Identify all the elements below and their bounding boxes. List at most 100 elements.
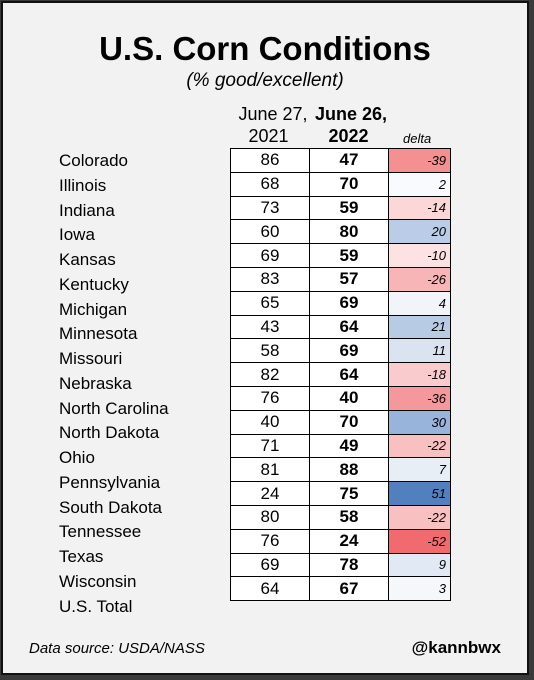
- value-2021: 69: [230, 243, 310, 268]
- value-delta: -52: [388, 528, 451, 554]
- value-2021: 76: [230, 528, 310, 554]
- value-delta: 30: [388, 409, 451, 435]
- value-2022: 88: [309, 457, 389, 483]
- value-2022: 59: [309, 195, 389, 221]
- table-row: 43 64 21: [230, 314, 451, 340]
- value-delta: 9: [388, 552, 451, 578]
- value-2021: 65: [230, 290, 310, 316]
- state-label: Ohio: [59, 448, 95, 467]
- data-table: 86 47 -39 68 70 2 73 59 -14 60 80 20 69 59 -10 83 57 -26 6…: [230, 148, 451, 602]
- header-prev-date: June 27,: [238, 104, 308, 124]
- value-2022: 80: [309, 219, 389, 245]
- data-source: Data source: USDA/NASS: [29, 640, 205, 657]
- state-label: U.S. Total: [59, 596, 133, 616]
- state-label: Illinois: [59, 175, 107, 195]
- table-row: 68 70 2: [230, 171, 451, 197]
- state-label: Nebraska: [59, 373, 132, 393]
- value-delta: 20: [388, 219, 451, 245]
- value-delta: -39: [388, 148, 451, 173]
- table-row: 71 49 -22: [230, 433, 451, 459]
- table-row: 65 69 4: [230, 290, 451, 316]
- value-delta: -18: [388, 362, 451, 387]
- table-row: 64 67 3: [230, 576, 451, 602]
- value-2022: 24: [309, 528, 389, 554]
- value-delta: 21: [388, 314, 451, 340]
- table-row: 86 47 -39: [230, 148, 451, 173]
- state-label: Kentucky: [59, 274, 129, 294]
- value-2022: 64: [309, 362, 389, 387]
- chart-title: U.S. Corn Conditions: [99, 30, 431, 67]
- value-2022: 70: [309, 171, 389, 197]
- value-delta: -10: [388, 243, 451, 268]
- table-row: 82 64 -18: [230, 362, 451, 387]
- state-label: Pennsylvania: [59, 472, 161, 492]
- state-label: North Carolina: [59, 398, 169, 418]
- table-row: 69 78 9: [230, 552, 451, 578]
- value-delta: 2: [388, 171, 451, 197]
- table-row: 80 58 -22: [230, 504, 451, 530]
- table-row: 76 24 -52: [230, 528, 451, 554]
- state-label: South Dakota: [59, 497, 163, 517]
- author-handle: @kannbwx: [411, 638, 501, 657]
- value-2021: 76: [230, 385, 310, 411]
- table-row: 73 59 -14: [230, 195, 451, 221]
- value-delta: -36: [388, 385, 451, 411]
- state-label: Indiana: [59, 200, 115, 220]
- value-delta: 4: [388, 290, 451, 316]
- value-delta: 51: [388, 481, 451, 506]
- value-delta: -14: [388, 195, 451, 221]
- table-row: 69 59 -10: [230, 243, 451, 268]
- table-row: 83 57 -26: [230, 266, 451, 292]
- value-2021: 71: [230, 433, 310, 459]
- table-row: 40 70 30: [230, 409, 451, 435]
- value-2021: 40: [230, 409, 310, 435]
- value-delta: -22: [388, 433, 451, 459]
- state-label: Iowa: [59, 225, 95, 245]
- value-2021: 86: [230, 148, 310, 173]
- chart-subtitle: (% good/excellent): [186, 70, 344, 91]
- header-curr-year: 2022: [328, 126, 369, 146]
- value-2022: 78: [309, 552, 389, 578]
- value-2021: 82: [230, 362, 310, 387]
- value-2021: 80: [230, 504, 310, 530]
- table-row: 81 88 7: [230, 457, 451, 483]
- state-label: Kansas: [59, 250, 116, 269]
- value-2021: 81: [230, 457, 310, 483]
- value-2021: 73: [230, 195, 310, 221]
- state-label: Tennessee: [59, 522, 142, 542]
- value-delta: -22: [388, 504, 451, 530]
- value-delta: 3: [388, 576, 451, 602]
- value-2022: 64: [309, 314, 389, 340]
- value-2021: 68: [230, 171, 310, 197]
- state-label: Texas: [59, 547, 104, 566]
- value-2022: 67: [309, 576, 389, 602]
- value-2022: 70: [309, 409, 389, 435]
- state-label: Wisconsin: [59, 571, 137, 591]
- value-2022: 69: [309, 290, 389, 316]
- value-2022: 75: [309, 481, 389, 506]
- value-2021: 43: [230, 314, 310, 340]
- header-delta: delta: [403, 131, 432, 146]
- header-curr-date: June 26,: [314, 104, 388, 124]
- value-delta: -26: [388, 266, 451, 292]
- table-row: 24 75 51: [230, 481, 451, 506]
- value-2022: 40: [309, 385, 389, 411]
- value-delta: 11: [388, 338, 451, 364]
- value-2022: 59: [309, 243, 389, 268]
- state-label: Colorado: [59, 151, 128, 170]
- value-2021: 58: [230, 338, 310, 364]
- value-2021: 69: [230, 552, 310, 578]
- value-2022: 69: [309, 338, 389, 364]
- value-2021: 24: [230, 481, 310, 506]
- state-label: North Dakota: [59, 423, 160, 443]
- value-2021: 64: [230, 576, 310, 602]
- state-labels: Colorado Illinois Indiana Iowa Kansas Kentuck…: [59, 148, 169, 618]
- state-label: Minnesota: [59, 324, 138, 344]
- value-2021: 83: [230, 266, 310, 292]
- table-row: 76 40 -36: [230, 385, 451, 411]
- state-label: Missouri: [59, 349, 123, 368]
- table-row: 60 80 20: [230, 219, 451, 245]
- table-row: 58 69 11: [230, 338, 451, 364]
- state-label: Michigan: [59, 299, 128, 319]
